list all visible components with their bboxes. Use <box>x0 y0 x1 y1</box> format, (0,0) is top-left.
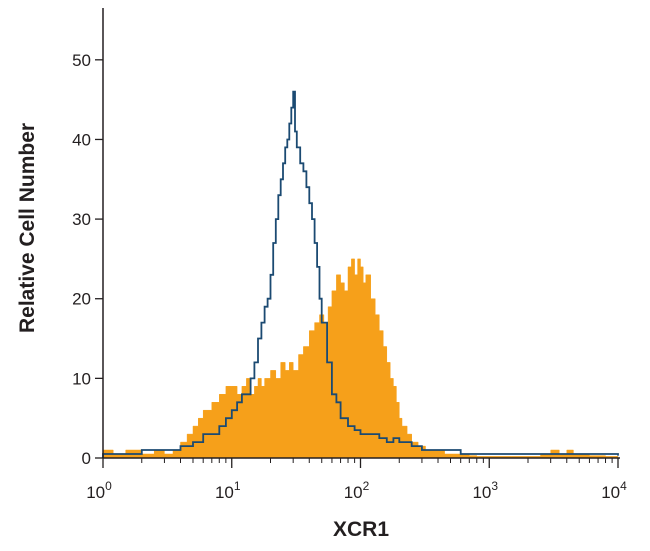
plot-area <box>102 90 619 459</box>
y-tick-label: 20 <box>72 290 91 309</box>
y-tick-label: 30 <box>72 210 91 229</box>
axes <box>102 8 620 459</box>
series-outline-histogram <box>102 90 619 458</box>
x-tick-label: 102 <box>344 479 370 502</box>
x-tick-label: 104 <box>601 479 627 502</box>
x-axis-title: XCR1 <box>333 518 389 541</box>
series-filled-histogram <box>102 258 619 459</box>
x-tick-label: 101 <box>215 479 241 502</box>
x-axis-ticks: 100 101 102 103 104 <box>86 458 627 502</box>
y-axis-ticks: 0 10 20 30 40 50 <box>72 51 103 468</box>
y-tick-label: 10 <box>72 369 91 388</box>
y-axis-title: Relative Cell Number <box>16 123 39 333</box>
y-tick-label: 40 <box>72 130 91 149</box>
y-tick-label: 50 <box>72 51 91 70</box>
x-tick-label: 100 <box>86 479 112 502</box>
x-tick-label: 103 <box>472 479 498 502</box>
y-tick-label: 0 <box>82 449 91 468</box>
